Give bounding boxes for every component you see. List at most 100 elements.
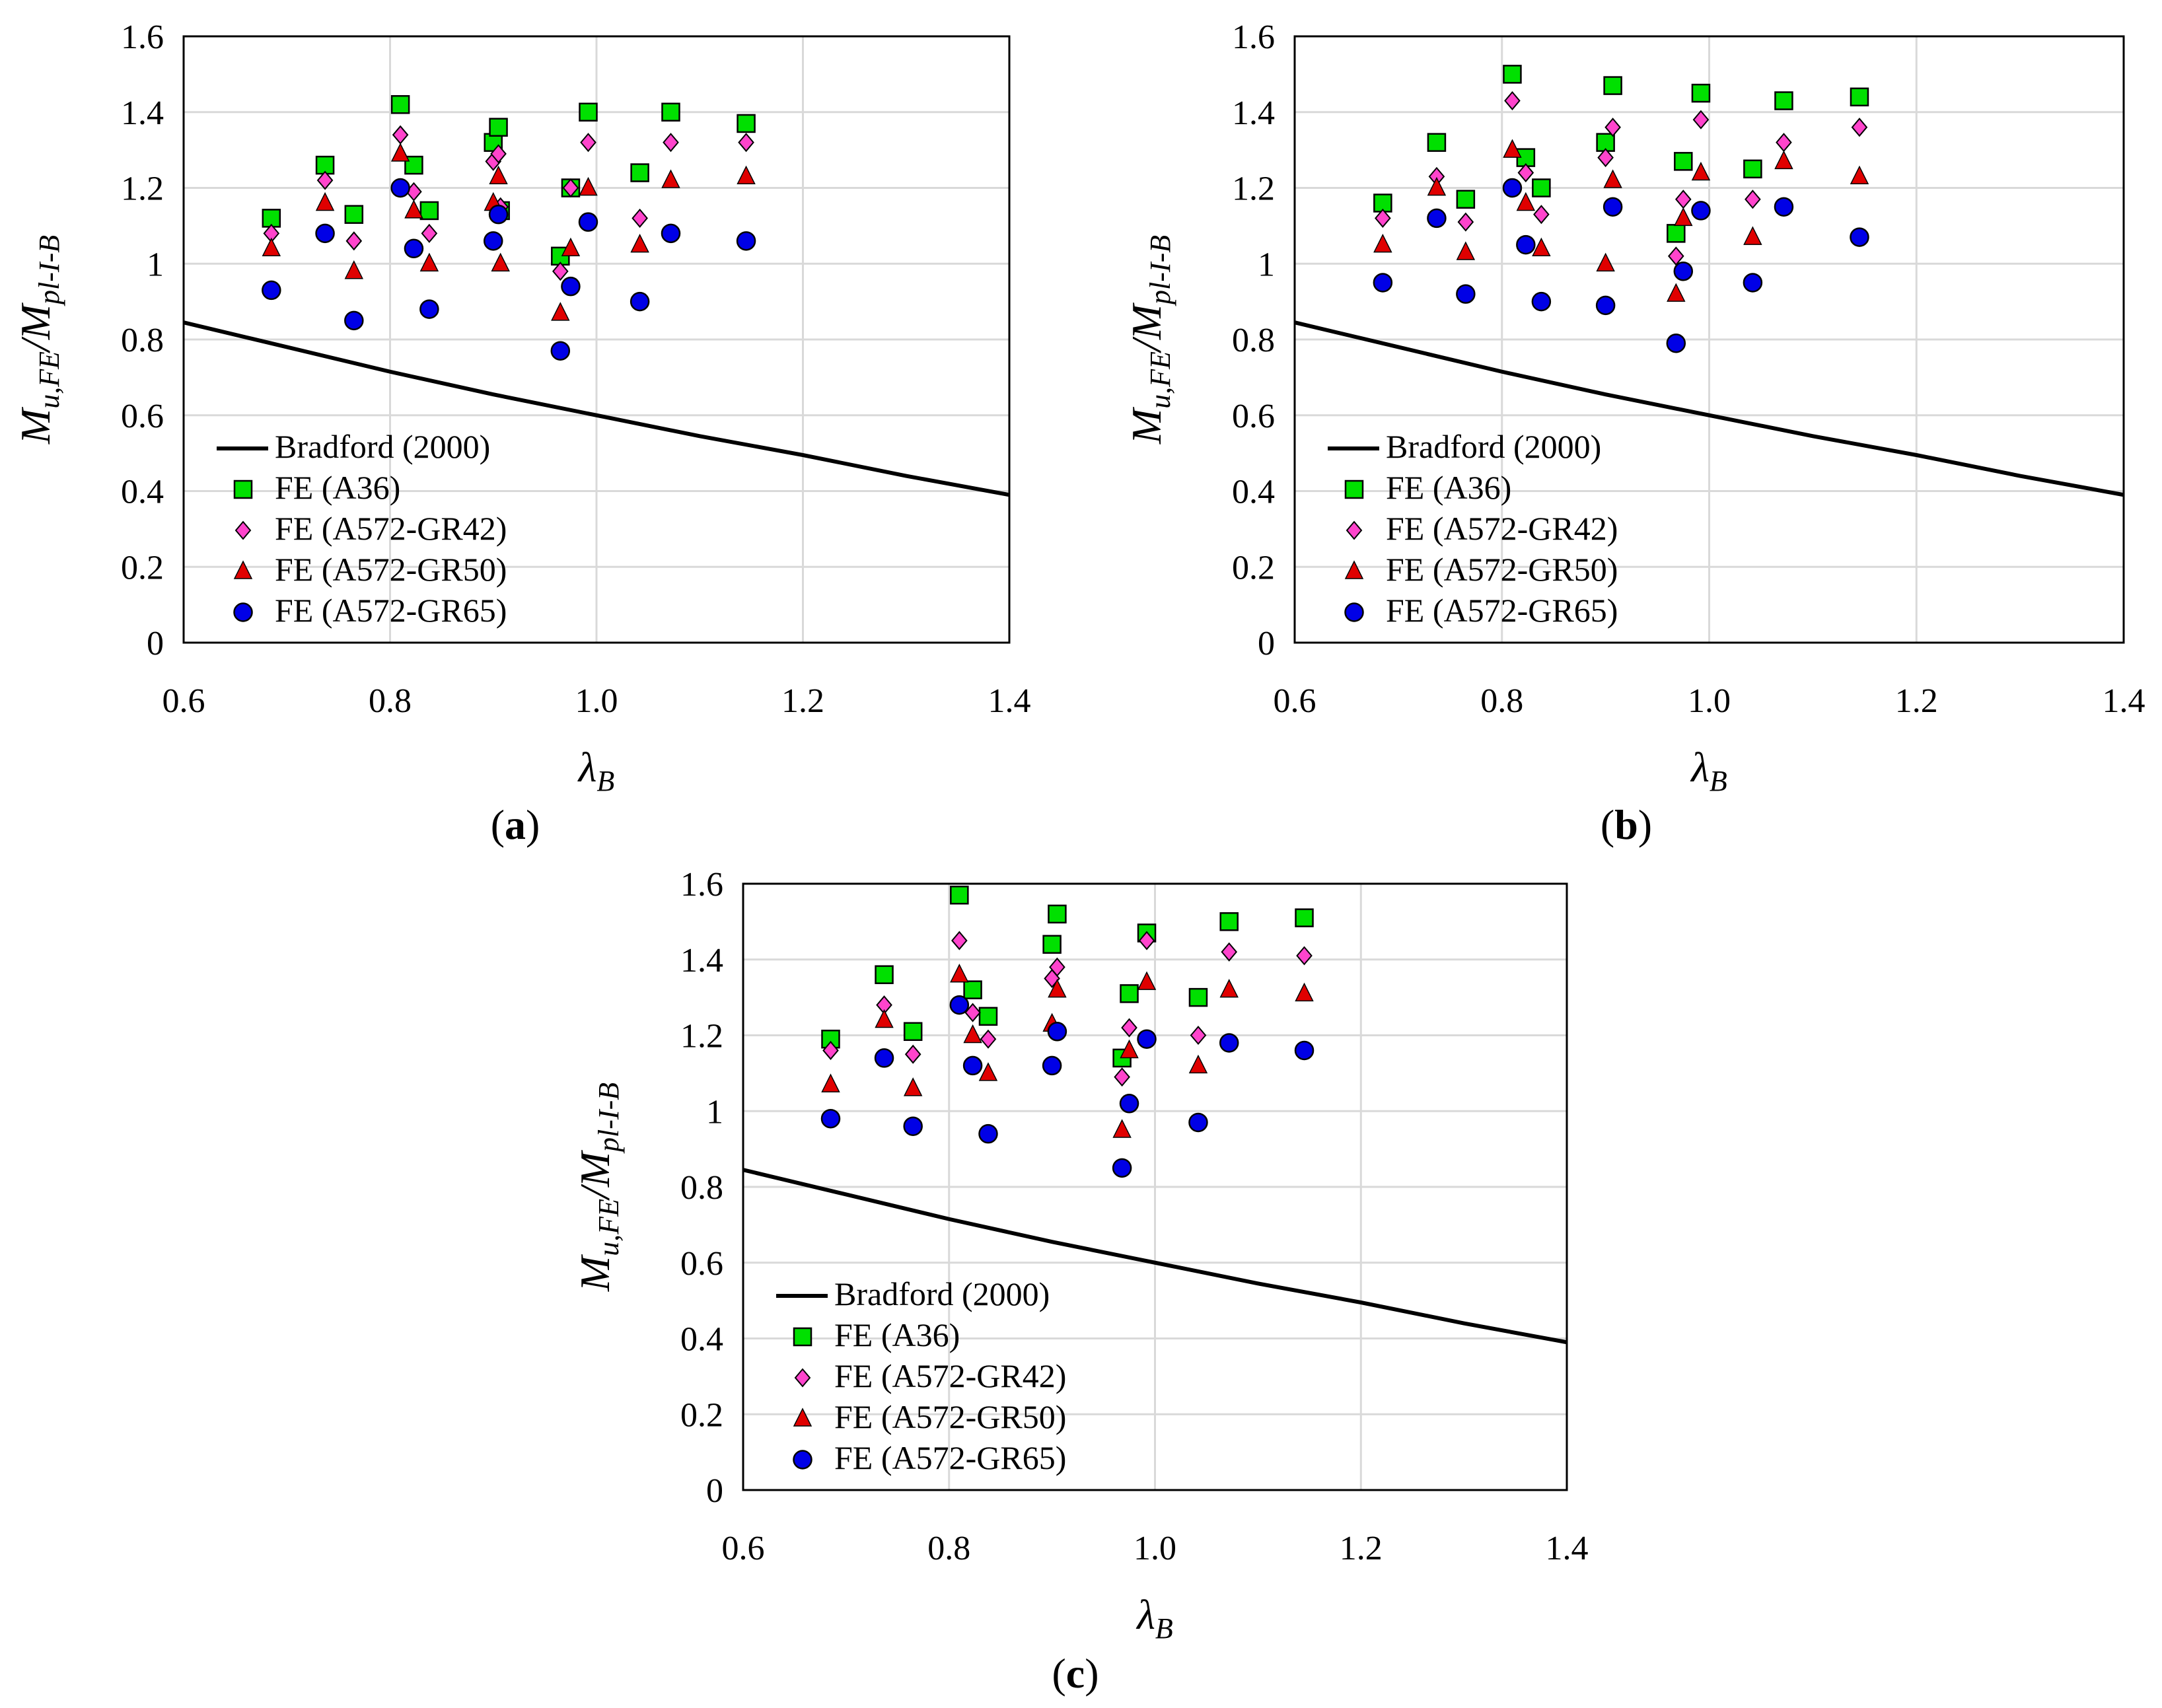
data-point-gr42 [1375,208,1391,228]
legend-label-gr50: FE (A572-GR50) [275,551,507,588]
x-tick-label: 0.6 [1274,682,1316,720]
y-axis-main-1: M [1123,406,1170,445]
data-point-a36 [315,155,335,175]
data-point-gr65 [550,341,571,361]
data-point-gr50 [1137,971,1157,990]
legend-label-gr65: FE (A572-GR65) [275,592,507,629]
data-point-gr50 [1219,978,1239,998]
data-point-a36 [579,102,598,122]
data-point-gr42 [562,178,579,198]
data-point-gr65 [1595,295,1616,316]
data-point-gr50 [630,233,649,253]
data-point-gr65 [1666,333,1686,353]
x-tick-label: 0.8 [1480,682,1523,720]
data-point-gr50 [1120,1039,1139,1059]
x-tick-label: 0.6 [162,682,205,720]
legend-swatch-a36 [233,480,253,499]
y-tick-label: 0.2 [1232,549,1275,587]
data-point-a36 [1674,152,1693,171]
bradford-curve [1294,320,2124,497]
series-gr50 [821,964,1314,1138]
data-point-gr50 [1456,241,1476,260]
data-point-gr42 [1597,148,1614,168]
legend-label-gr50: FE (A572-GR50) [834,1398,1066,1435]
panel-label-open: ( [1601,801,1614,848]
legend-swatch-gr42 [1346,520,1363,540]
x-tick-label: 1.4 [2103,682,2145,720]
data-point-gr42 [631,208,648,228]
series-a36 [1373,65,1869,243]
data-point-gr65 [419,299,439,319]
legend-swatch-gr65 [1344,602,1364,622]
data-point-a36 [1667,224,1686,243]
data-point-gr65 [661,223,681,244]
plot-frame [742,882,1568,1491]
data-point-gr65 [578,212,598,232]
data-point-gr50 [1532,237,1551,257]
data-point-gr50 [1850,165,1869,185]
data-point-gr50 [875,1009,894,1028]
data-point-a36 [1219,912,1239,931]
data-point-gr50 [404,199,423,219]
y-tick-label: 1.6 [121,18,164,56]
data-point-gr65 [1531,291,1552,312]
x-axis-symbol: λ [1690,744,1710,791]
x-tick-label: 0.6 [722,1530,765,1567]
data-point-gr65 [1743,273,1763,293]
data-point-a36 [419,201,439,221]
data-point-gr65 [561,276,581,297]
data-point-gr50 [1503,139,1522,158]
legend-swatch-gr50 [233,560,253,579]
x-axis-subscript: B [1155,1612,1173,1645]
y-tick-label: 1.2 [1232,170,1275,208]
data-point-gr65 [736,231,756,251]
y-tick-label: 1.2 [680,1018,723,1055]
y-tick-label: 0.8 [121,322,164,359]
data-point-a36 [1850,87,1869,107]
y-tick-label: 0.4 [121,474,164,511]
bradford-curve [742,1168,1567,1345]
data-point-gr65 [315,223,335,244]
data-point-gr42 [421,223,438,243]
legend-label-gr42: FE (A572-GR42) [275,510,507,547]
data-point-gr42 [552,262,569,281]
data-point-gr65 [1502,178,1523,198]
x-tick-label: 0.8 [927,1530,970,1567]
panel-label-letter: a [505,801,526,848]
legend-label-bradford: Bradford (2000) [275,428,490,465]
y-tick-label: 1 [706,1093,723,1131]
y-axis-sub-1: u,FE [33,351,65,409]
data-point-gr42 [1138,931,1155,950]
y-axis-title: Mu,FE/Mpl-I-B [1123,235,1176,445]
data-point-gr65 [1188,1112,1208,1133]
data-point-a36 [489,118,508,137]
y-axis-main-1: M [571,1254,618,1292]
data-point-gr42 [1190,1025,1207,1046]
data-point-gr65 [390,178,410,198]
x-axis-symbol: λ [1135,1591,1155,1638]
y-axis-main-2: M [1123,302,1170,340]
panel-label-letter: c [1066,1650,1085,1697]
y-tick-label: 0 [1258,625,1275,662]
data-point-gr50 [737,165,756,185]
legend-label-a36: FE (A36) [275,469,400,506]
x-tick-label: 1.2 [781,682,824,720]
bradford-curve [183,320,1010,497]
data-point-gr65 [874,1048,894,1068]
series-gr65 [1373,178,1869,353]
y-axis-main-2: M [571,1149,618,1188]
y-tick-label: 0.2 [680,1396,723,1434]
data-point-gr42 [1296,946,1313,966]
data-point-gr50 [1373,233,1392,253]
data-point-gr42 [1114,1067,1130,1087]
legend-label-gr42: FE (A572-GR42) [1386,510,1618,547]
legend: Bradford (2000) FE (A36) FE (A572-GR42) FE … [217,428,507,629]
legend-swatch-a36 [793,1327,812,1347]
data-point-gr42 [316,170,334,190]
x-tick-label: 1.0 [575,682,618,720]
data-point-gr50 [950,964,969,983]
chart-panel-a: 00.20.40.60.811.21.41.60.6 0.8 1.0 1.2 1.4λB… [12,18,1031,848]
x-tick-label: 1.0 [1134,1530,1176,1567]
data-point-a36 [978,1007,998,1026]
y-axis-main-1: M [12,406,59,445]
